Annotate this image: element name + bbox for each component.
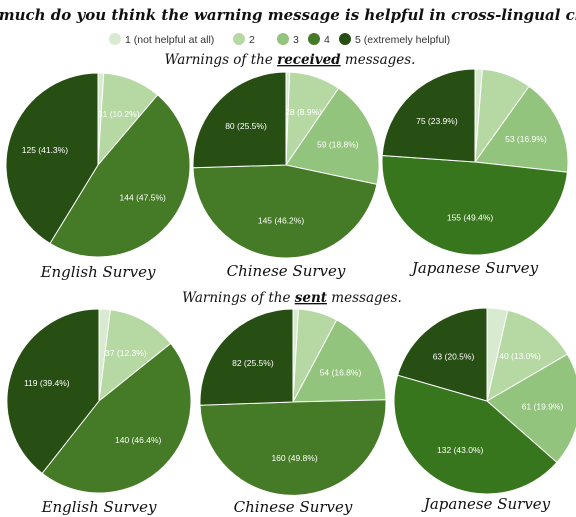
legend-marker-5 — [339, 33, 351, 45]
pie-received-chinese-survey-slice-4 — [192, 164, 378, 259]
pie-sent-chinese-survey-slice-5 — [199, 308, 294, 406]
legend-marker-2 — [233, 33, 245, 45]
pie-sent-english-survey-label-5: 119 (39.4%) — [24, 378, 70, 388]
pie-received-chinese-survey-slice-3 — [285, 87, 380, 185]
pie-sent-chinese-survey-label-5: 82 (25.5%) — [232, 358, 274, 368]
pie-received-chinese-survey-slice-5 — [192, 71, 287, 169]
pie-received-chinese-survey-label-5: 80 (25.5%) — [225, 121, 267, 131]
pie-received-english-survey-title: English Survey — [40, 263, 156, 281]
legend-item-3: 3 — [277, 33, 299, 46]
pie-received-japanese-survey-label-5: 75 (23.9%) — [416, 116, 458, 126]
pie-sent-chinese-survey: 54 (16.8%) 160 (49.8%) 82 (25.5%) Chinese S… — [199, 308, 387, 516]
pie-sent-japanese-survey-label-4: 132 (43.0%) — [437, 445, 483, 455]
figure-title: How much do you think the warning messag… — [0, 6, 576, 24]
pie-received-japanese-survey-title: Japanese Survey — [409, 259, 539, 277]
pie-sent-english-survey-slice-4 — [41, 342, 192, 494]
pie-sent-english-survey: 37 (12.3%) 140 (46.4%) 119 (39.4%) English … — [6, 308, 192, 516]
legend-item-5: 5 (extremely helpful) — [339, 33, 450, 46]
pie-received-chinese-survey-label-3: 59 (18.8%) — [317, 139, 359, 149]
section-label-sent: Warnings of the sent messages. — [182, 290, 402, 306]
pie-sent-japanese-survey-slice-2 — [486, 309, 569, 403]
section-label-received: Warnings of the received messages. — [165, 52, 416, 68]
pie-sent-japanese-survey-slice-5 — [397, 307, 488, 402]
pie-received-japanese-survey: 53 (16.9%) 155 (49.4%) 75 (23.9%) Japanese … — [381, 68, 569, 277]
pie-received-japanese-survey-slice-3 — [474, 85, 569, 173]
pie-sent-japanese-survey-label-2: 40 (13.0%) — [499, 351, 541, 361]
pie-received-english-survey-slice-5 — [5, 72, 99, 245]
legend-item-4: 4 — [308, 33, 330, 46]
pie-received-japanese-survey-label-3: 53 (16.9%) — [505, 134, 547, 144]
legend-label-4: 4 — [324, 34, 330, 46]
pie-sent-japanese-survey-title: Japanese Survey — [421, 495, 551, 513]
pie-sent-english-survey-slice-2 — [98, 309, 172, 403]
legend-label-5: 5 (extremely helpful) — [355, 34, 450, 46]
pie-received-japanese-survey-slice-4 — [381, 154, 568, 256]
pie-sent-japanese-survey-slice-3 — [486, 353, 576, 464]
pie-received-japanese-survey-label-4: 155 (49.4%) — [447, 213, 493, 223]
pie-sent-japanese-survey-label-3: 61 (19.9%) — [522, 401, 564, 411]
pie-sent-japanese-survey-slice-4 — [393, 374, 558, 495]
pie-received-english-survey-label-5: 125 (41.3%) — [22, 145, 68, 155]
pie-received-english-survey-label-4: 144 (47.5%) — [120, 192, 166, 202]
pie-received-japanese-survey-slice-5 — [381, 68, 476, 163]
legend-label-1: 1 (not helpful at all) — [125, 34, 214, 46]
pie-sent-chinese-survey-label-4: 160 (49.8%) — [271, 453, 317, 463]
pie-sent-chinese-survey-slice-3 — [292, 319, 387, 403]
pie-sent-english-survey-title: English Survey — [41, 498, 157, 516]
pie-sent-japanese-survey-label-5: 63 (20.5%) — [433, 351, 475, 361]
legend-label-2: 2 — [249, 34, 255, 46]
legend: 1 (not helpful at all) 2 3 4 5 (extremely he… — [109, 33, 450, 46]
pie-received-chinese-survey: 28 (8.9%) 59 (18.8%) 145 (46.2%) 80 (25.5%)… — [192, 71, 380, 280]
pie-received-chinese-survey-label-2: 28 (8.9%) — [285, 107, 322, 117]
legend-label-3: 3 — [293, 34, 299, 46]
legend-item-1: 1 (not helpful at all) — [109, 33, 214, 46]
pie-sent-japanese-survey: 40 (13.0%) 61 (19.9%) 132 (43.0%) 63 (20.5%… — [393, 307, 576, 513]
pie-sent-english-survey-slice-5 — [6, 308, 100, 475]
pie-received-chinese-survey-label-4: 145 (46.2%) — [258, 216, 304, 226]
pie-sent-english-survey-label-4: 140 (46.4%) — [115, 435, 161, 445]
legend-item-2: 2 — [233, 33, 255, 46]
pie-sent-chinese-survey-slice-4 — [199, 399, 387, 496]
pie-sent-chinese-survey-label-3: 54 (16.8%) — [320, 368, 362, 378]
pies: 31 (10.2%) 144 (47.5%) 125 (41.3%) English … — [5, 68, 576, 516]
legend-marker-1 — [109, 33, 121, 45]
legend-marker-4 — [308, 33, 320, 45]
pie-received-english-survey: 31 (10.2%) 144 (47.5%) 125 (41.3%) English … — [5, 72, 191, 281]
pie-received-chinese-survey-title: Chinese Survey — [227, 262, 346, 280]
pie-received-english-survey-slice-4 — [49, 94, 191, 258]
legend-marker-3 — [277, 33, 289, 45]
pie-sent-english-survey-label-2: 37 (12.3%) — [105, 348, 147, 358]
pie-sent-chinese-survey-title: Chinese Survey — [234, 498, 353, 516]
pie-received-english-survey-label-2: 31 (10.2%) — [98, 109, 140, 119]
